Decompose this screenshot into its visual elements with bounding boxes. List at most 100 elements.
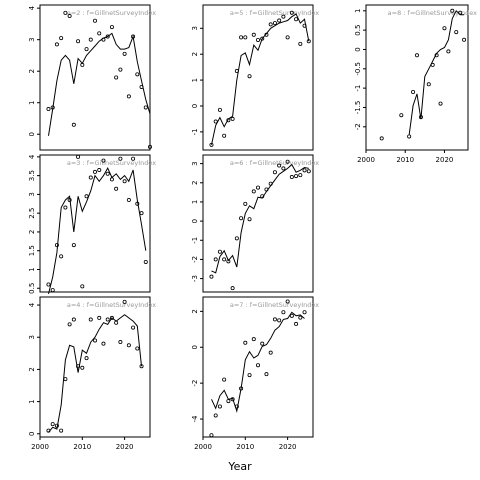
observed-point	[97, 168, 102, 173]
observed-point	[298, 41, 303, 46]
observed-point	[217, 404, 222, 409]
observed-point	[438, 101, 443, 106]
observed-point	[306, 169, 311, 174]
y-tick-label: 1	[191, 200, 199, 204]
y-tick-label: 0	[191, 104, 199, 108]
y-tick-label: 4	[28, 5, 36, 10]
panel-4: a=3 : f=GillnetSurveyIndex 0.5 1 1.5 2 2.5 3 3.…	[28, 154, 156, 295]
observed-point	[272, 21, 277, 26]
observed-point	[135, 346, 140, 351]
observed-point	[222, 257, 227, 262]
observed-point	[105, 317, 110, 322]
observed-point	[59, 254, 64, 259]
observed-point	[50, 105, 55, 110]
observed-point	[268, 181, 273, 186]
observed-point	[285, 35, 290, 40]
observed-point	[430, 62, 435, 67]
observed-point	[426, 82, 431, 87]
observed-point	[230, 286, 235, 291]
y-tick-label: -2	[354, 123, 362, 130]
observed-point	[264, 32, 269, 37]
observed-point	[46, 428, 51, 433]
panel-5: a=6 : f=GillnetSurveyIndex -3 -2 -1 0 1 2 3	[191, 154, 319, 293]
x-tick-label: 2010	[73, 443, 91, 451]
observed-point	[239, 35, 244, 40]
observed-point	[114, 186, 119, 191]
observed-point	[50, 288, 55, 293]
observed-point	[260, 194, 265, 199]
observed-point	[114, 75, 119, 80]
observed-point	[277, 18, 282, 23]
observed-point	[434, 53, 439, 58]
y-tick-label: -2	[191, 256, 199, 263]
observed-point	[135, 72, 140, 77]
observed-point	[101, 158, 106, 163]
observed-point	[264, 372, 269, 377]
observed-point	[71, 243, 76, 248]
observed-point	[217, 107, 222, 112]
panel-title: a=4 : f=GillnetSurveyIndex	[67, 301, 156, 309]
observed-point	[251, 337, 256, 342]
observed-point	[135, 201, 140, 206]
observed-point	[243, 201, 248, 206]
y-tick-label: 1	[191, 78, 199, 82]
observed-point	[298, 173, 303, 178]
observed-point	[379, 136, 384, 141]
observed-point	[264, 187, 269, 192]
panels-layer: a=2 : f=GillnetSurveyIndex 0 1 2 3 4 a=5 : f=G…	[28, 4, 477, 451]
y-tick-label: 0	[354, 47, 362, 51]
observed-point	[209, 433, 214, 438]
observed-point	[255, 185, 260, 190]
observed-point	[139, 84, 144, 89]
observed-point	[289, 313, 294, 318]
observed-point	[213, 257, 218, 262]
x-tick-label: 2010	[236, 443, 254, 451]
observed-point	[289, 175, 294, 180]
y-tick-label: 3	[28, 192, 36, 196]
observed-point	[230, 397, 235, 402]
observed-point	[122, 299, 127, 304]
observed-point	[285, 299, 290, 304]
observed-point	[80, 365, 85, 370]
panel-frame	[202, 296, 314, 438]
y-tick-label: 0	[28, 432, 36, 436]
observed-point	[255, 37, 260, 42]
observed-point	[281, 14, 286, 19]
observed-point	[93, 169, 98, 174]
observed-point	[247, 74, 252, 79]
y-tick-label: 2.5	[28, 208, 36, 219]
observed-point	[46, 107, 51, 112]
x-tick-label: 2010	[396, 156, 414, 164]
observed-point	[407, 134, 412, 139]
observed-point	[446, 49, 451, 54]
observed-point	[80, 284, 85, 289]
observed-point	[213, 413, 218, 418]
observed-point	[122, 179, 127, 184]
observed-point	[122, 51, 127, 56]
observed-point	[67, 322, 72, 327]
observed-point	[298, 315, 303, 320]
y-tick-label: 3	[191, 161, 199, 165]
observed-point	[450, 8, 455, 13]
panel-title: a=2 : f=GillnetSurveyIndex	[67, 9, 156, 17]
panel-title: a=6 : f=GillnetSurveyIndex	[230, 159, 319, 167]
observed-point	[418, 115, 423, 120]
observed-point	[118, 156, 123, 161]
observed-point	[139, 364, 144, 369]
observed-point	[59, 36, 64, 41]
y-tick-label: 2	[191, 309, 199, 313]
observed-point	[442, 26, 447, 31]
y-tick-label: 2	[191, 181, 199, 185]
observed-point	[294, 17, 299, 22]
observed-point	[88, 37, 93, 42]
x-axis-label: Year	[227, 460, 252, 473]
observed-point	[251, 32, 256, 37]
observed-point	[126, 198, 131, 203]
observed-point	[234, 236, 239, 241]
observed-point	[84, 194, 89, 199]
observed-point	[243, 35, 248, 40]
y-tick-label: -3	[191, 275, 199, 282]
observed-point	[118, 340, 123, 345]
observed-point	[222, 133, 227, 138]
y-tick-label: -1	[354, 85, 362, 92]
